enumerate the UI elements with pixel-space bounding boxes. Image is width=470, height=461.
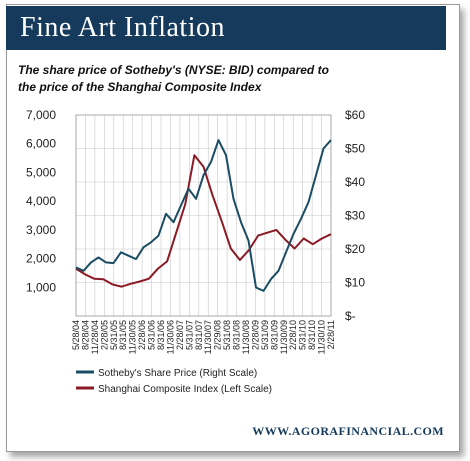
- x-tick-label: 2/28/10: [288, 320, 298, 350]
- x-tick-label: 8/31/09: [269, 320, 279, 350]
- left-tick-label: 2,000: [26, 252, 56, 266]
- x-tick-label: 11/30/09: [279, 320, 289, 354]
- series-layer: [75, 139, 332, 292]
- x-tick-label: 8/31/08: [232, 320, 242, 350]
- x-tick-label: 11/30/05: [128, 320, 138, 354]
- x-tick-label: 2/28/05: [99, 320, 109, 350]
- right-tick-label: $-: [345, 309, 356, 323]
- x-tick-label: 8/31/10: [307, 320, 317, 350]
- subtitle-line-1: The share price of Sotheby's (NYSE: BID)…: [18, 63, 329, 77]
- x-axis: 5/28/04 8/28/04 11/28/04 2/28/05 5/31/05 8/31…: [71, 320, 336, 354]
- x-tick-label: 8/31/07: [194, 320, 204, 350]
- x-tick-label: 2/28/11: [326, 320, 336, 349]
- x-tick-label: 8/28/04: [80, 320, 90, 350]
- chart-subtitle: The share price of Sotheby's (NYSE: BID)…: [18, 62, 438, 96]
- left-tick-label: 3,000: [26, 223, 56, 237]
- right-tick-label: $60: [345, 108, 365, 122]
- x-tick-label: 2/28/09: [250, 320, 260, 350]
- x-tick-label: 11/30/10: [317, 320, 327, 354]
- x-tick-label: 11/30/06: [165, 320, 175, 354]
- left-tick-label: 5,000: [26, 165, 56, 179]
- x-tick-label: 11/30/08: [241, 320, 251, 354]
- right-tick-label: $10: [345, 276, 365, 290]
- legend: Sotheby's Share Price (Right Scale) Shang…: [76, 368, 272, 395]
- subtitle-line-2: the price of the Shanghai Composite Inde…: [18, 80, 262, 94]
- legend-label: Sotheby's Share Price (Right Scale): [98, 368, 257, 379]
- x-tick-label: 8/31/06: [156, 320, 166, 350]
- x-tick-label: 5/31/05: [109, 320, 119, 350]
- x-tick-label: 5/31/06: [147, 320, 157, 350]
- x-tick-label: 8/31/05: [118, 320, 128, 350]
- left-tick-label: 7,000: [26, 108, 56, 122]
- right-tick-label: $20: [345, 242, 365, 256]
- x-tick-label: 5/31/08: [222, 320, 232, 350]
- x-tick-label: 2/29/08: [213, 320, 223, 350]
- x-tick-label: 11/28/04: [90, 320, 100, 354]
- plot-border: [75, 114, 332, 317]
- left-tick-label: 4,000: [26, 194, 56, 208]
- chart-title: Fine Art Inflation: [20, 12, 225, 43]
- right-tick-label: $50: [345, 142, 365, 156]
- shanghai-composite-line: [75, 154, 332, 288]
- sothebys-share-price-line: [75, 139, 332, 292]
- x-tick-label: 2/28/07: [175, 320, 185, 350]
- right-axis: $- $10 $20 $30 $40 $50 $60: [345, 108, 365, 323]
- x-tick-label: 5/31/10: [298, 320, 308, 350]
- chart-card: [6, 4, 460, 452]
- left-axis: 1,000 2,000 3,000 4,000 5,000 6,000 7,000: [26, 108, 56, 294]
- plot-frame: [75, 114, 332, 317]
- footer-website[interactable]: WWW.AGORAFINANCIAL.COM: [252, 424, 444, 438]
- right-tick-label: $30: [345, 209, 365, 223]
- x-tick-label: 5/31/09: [260, 320, 270, 350]
- legend-label: Shanghai Composite Index (Left Scale): [98, 384, 272, 395]
- x-tick-label: 5/31/07: [184, 320, 194, 350]
- x-tick-label: 2/28/06: [137, 320, 147, 350]
- x-tick-label: 5/28/04: [71, 320, 81, 350]
- left-tick-label: 1,000: [26, 280, 56, 294]
- left-tick-label: 6,000: [26, 137, 56, 151]
- right-tick-label: $40: [345, 175, 365, 189]
- title-banner: Fine Art Inflation: [6, 6, 446, 50]
- x-tick-label: 11/30/07: [203, 320, 213, 354]
